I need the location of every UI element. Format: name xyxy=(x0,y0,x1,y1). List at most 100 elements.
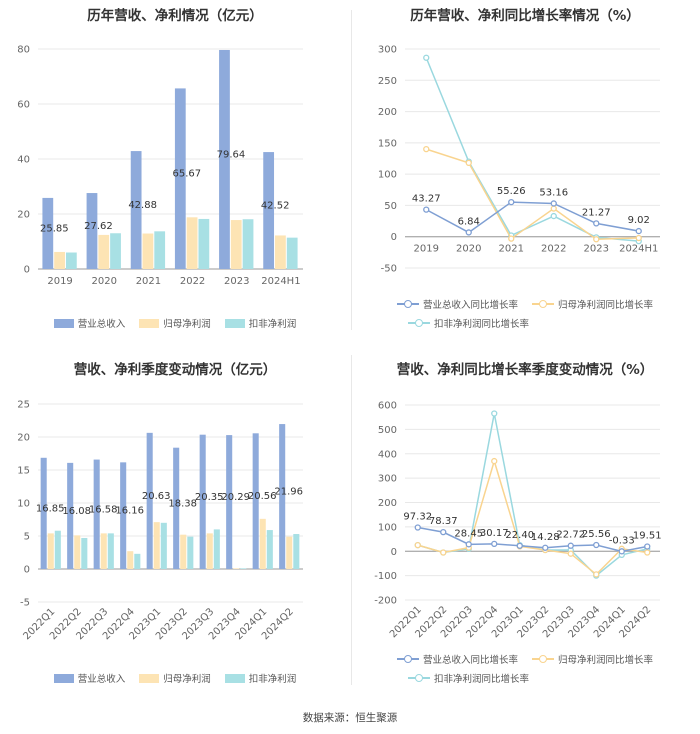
annual-bar-data-label: 42.88 xyxy=(128,200,157,211)
annual-bar-bar-s1 xyxy=(275,235,286,269)
quarter-bar-bar-s0 xyxy=(252,433,259,569)
annual-line-series-line-1 xyxy=(426,148,639,240)
quarter-line-data-label: 28.45 xyxy=(454,528,483,539)
quarter-line-point-s0 xyxy=(516,542,523,549)
legend-deducted-growth[interactable]: 扣非净利润同比增长率 xyxy=(408,316,529,330)
annual-bar-bar-s0 xyxy=(263,152,275,269)
legend-parent-profit[interactable]: 归母净利润 xyxy=(139,316,211,330)
quarter-bar-bar-s0 xyxy=(279,424,286,569)
quarter-bar-data-label: 16.08 xyxy=(62,506,91,517)
quarter-bar-data-label: 16.85 xyxy=(36,503,65,514)
quarter-bar-bar-s0 xyxy=(199,434,206,569)
quarter-line-point-s0 xyxy=(644,543,651,550)
quarter-bar-y-tick: 5 xyxy=(24,532,30,543)
quarter-bar-bar-s1 xyxy=(74,535,81,569)
quarter-line-title: 营收、净利同比增长率季度变动情况（%） xyxy=(396,362,654,378)
quarter-bar-bar-s2 xyxy=(213,529,220,569)
annual-bar-y-tick: 80 xyxy=(17,45,30,56)
quarter-bar-bar-s1 xyxy=(100,533,107,569)
annual-bar-bar-s2 xyxy=(198,218,210,269)
annual-bar-data-label: 42.52 xyxy=(261,201,290,212)
quarter-bar-bar-s2 xyxy=(134,553,141,569)
annual-line-data-label: 55.26 xyxy=(497,186,526,197)
quarter-bar-y-tick: 15 xyxy=(17,466,30,477)
annual-line-y-tick: 50 xyxy=(384,201,397,212)
quarter-line-point-s1 xyxy=(414,542,421,549)
legend-deducted-profit[interactable]: 扣非净利润 xyxy=(224,316,296,330)
quarter-line-point-s0 xyxy=(491,540,498,548)
quarter-line-data-label: 97.32 xyxy=(403,512,432,523)
annual-line-legend: 营业总收入同比增长率 归母净利润同比增长率 扣非净利润同比增长率 xyxy=(350,297,700,335)
annual-line-y-tick: 200 xyxy=(378,107,397,118)
quarter-line-point-s1 xyxy=(440,549,447,556)
quarter-bar-data-label: 20.63 xyxy=(142,491,171,502)
quarter-bar-data-label: 20.56 xyxy=(248,491,277,502)
quarter-line-data-label: 22.40 xyxy=(505,530,534,541)
annual-bar-bar-s2 xyxy=(110,233,121,269)
annual-bar-chart: 0 20 40 60 80 2019 2020 2021 2022 2023 2024H1 25.85… xyxy=(17,45,303,287)
annual-line-chart: -50 0 50 100 150 200 250 300 2019 2020 2021 2022 202… xyxy=(378,45,660,275)
annual-bar-bar-s1 xyxy=(186,217,198,269)
annual-line-point-s0 xyxy=(593,220,600,227)
legend-q-revenue[interactable]: 营业总收入 xyxy=(53,671,125,685)
legend-q-parent-growth[interactable]: 归母净利润同比增长率 xyxy=(532,652,653,666)
annual-line-data-label: 21.27 xyxy=(582,207,611,218)
annual-bar-bar-s2 xyxy=(154,231,166,269)
quarter-bar-data-label: 16.16 xyxy=(115,506,144,517)
annual-bar-bar-s2 xyxy=(286,237,298,269)
quarter-bar-data-label: 16.58 xyxy=(89,504,118,515)
legend-revenue-growth[interactable]: 营业总收入同比增长率 xyxy=(396,297,518,311)
quarter-line-point-s1 xyxy=(567,550,574,557)
annual-line-x-tick: 2023 xyxy=(584,244,609,255)
quarter-line-series-line-0 xyxy=(417,526,648,553)
quarter-bar-y-tick: 20 xyxy=(17,433,30,444)
legend-q-deducted-growth[interactable]: 扣非净利润同比增长率 xyxy=(408,671,529,685)
annual-line-y-tick: 0 xyxy=(391,232,397,243)
quarter-bar-data-label: 21.96 xyxy=(274,487,303,498)
quarter-bar-bar-s1 xyxy=(153,522,160,569)
annual-bar-data-label: 25.85 xyxy=(40,223,69,234)
annual-line-point-s2 xyxy=(423,54,430,61)
quarter-line-chart: -200-10001002003004005006002022Q12022Q22… xyxy=(374,401,661,641)
quarter-line-point-s0 xyxy=(440,528,447,536)
quarter-bar-bar-s1 xyxy=(206,533,213,569)
annual-line-data-label: 9.02 xyxy=(628,215,650,226)
quarter-line-data-label: 22.72 xyxy=(556,530,585,541)
quarter-bar-bar-s2 xyxy=(266,530,273,569)
annual-bar-legend: 营业总收入 归母净利润 扣非净利润 xyxy=(0,316,350,335)
quarter-bar-panel: 营收、净利季度变动情况（亿元） -5 0 5 10 15 20 25 2022Q1 2022Q2… xyxy=(0,350,350,690)
legend-q-parent-profit[interactable]: 归母净利润 xyxy=(139,671,211,685)
quarter-bar-bar-s0 xyxy=(40,457,47,569)
quarter-bar-y-tick: -5 xyxy=(20,598,30,609)
annual-line-y-tick: 300 xyxy=(378,45,397,56)
annual-line-point-s0 xyxy=(508,198,515,206)
legend-q-revenue-growth[interactable]: 营业总收入同比增长率 xyxy=(396,652,518,666)
quarter-line-data-label: 25.56 xyxy=(582,529,611,540)
quarter-line-legend: 营业总收入同比增长率 归母净利润同比增长率 扣非净利润同比增长率 xyxy=(350,652,700,690)
quarter-line-point-s1 xyxy=(491,457,498,465)
annual-bar-panel: 历年营收、净利情况（亿元） 0 20 40 60 80 2019 2020 2021 2022 2… xyxy=(0,0,350,340)
legend-parent-growth[interactable]: 归母净利润同比增长率 xyxy=(532,297,653,311)
annual-line-point-s0 xyxy=(550,200,557,207)
annual-bar-x-tick: 2022 xyxy=(180,276,205,287)
legend-revenue[interactable]: 营业总收入 xyxy=(53,316,125,330)
annual-bar-data-label: 27.62 xyxy=(84,221,113,232)
annual-line-data-label: 43.27 xyxy=(412,194,441,205)
quarter-line-y-tick: 100 xyxy=(378,522,397,533)
quarter-line-point-s0 xyxy=(593,541,600,549)
quarter-bar-bar-s2 xyxy=(54,530,61,569)
quarter-line-data-label: 30.17 xyxy=(480,528,509,539)
quarter-line-y-tick: 500 xyxy=(378,425,397,436)
annual-line-series-line-2 xyxy=(425,57,639,242)
quarter-line-point-s1 xyxy=(644,549,651,556)
annual-line-data-label: 6.84 xyxy=(458,216,480,227)
quarter-bar-y-tick: 25 xyxy=(17,400,30,411)
quarter-line-panel: 营收、净利同比增长率季度变动情况（%） -200 -100 0 100 200 300 40… xyxy=(350,350,700,690)
quarter-bar-data-label: 18.38 xyxy=(168,498,197,509)
quarter-bar-data-label: 20.35 xyxy=(195,492,224,503)
annual-line-point-s1 xyxy=(550,205,557,212)
annual-line-series-line-0 xyxy=(425,201,639,234)
annual-line-x-tick: 2022 xyxy=(541,244,566,255)
legend-q-deducted-profit[interactable]: 扣非净利润 xyxy=(224,671,296,685)
annual-bar-y-tick: 20 xyxy=(17,210,30,221)
